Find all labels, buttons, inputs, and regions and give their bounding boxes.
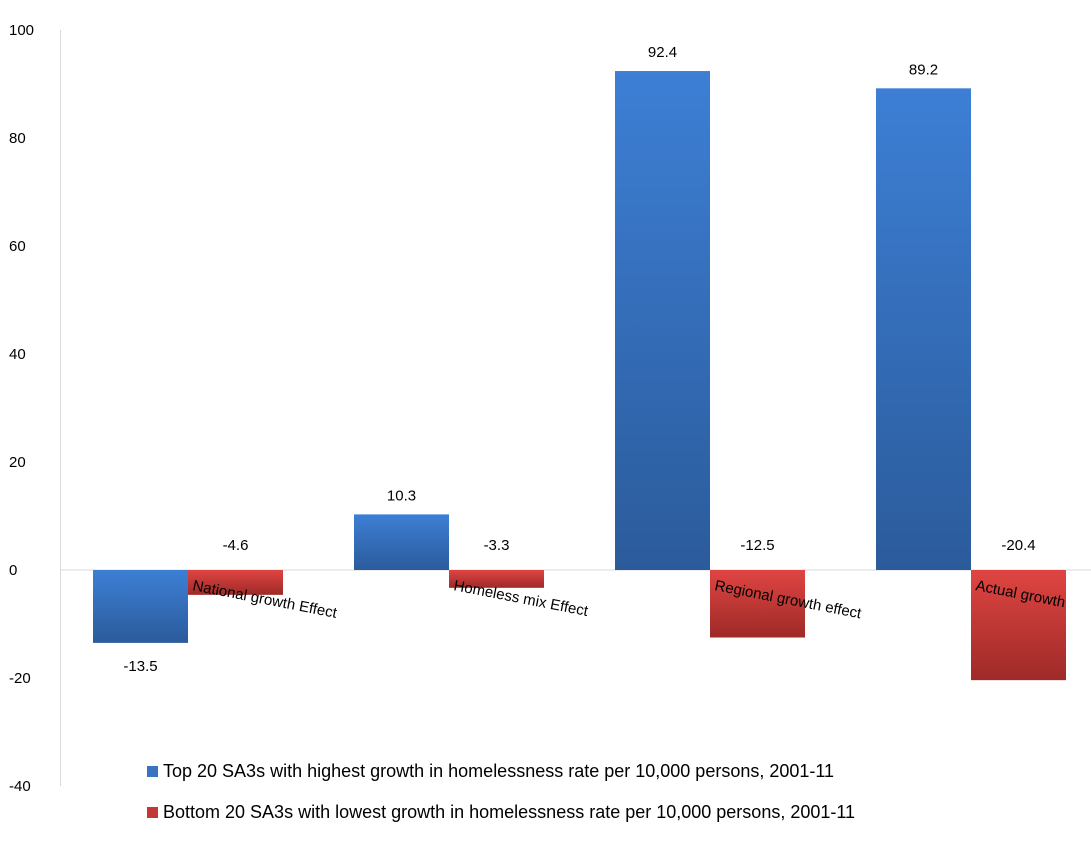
y-tick-label: 60 <box>9 238 26 255</box>
bar-top-20-0 <box>93 570 188 643</box>
legend-item-top-20: Top 20 SA3s with highest growth in homel… <box>147 758 855 784</box>
bar-bottom-20-1 <box>449 570 544 588</box>
bar-top-20-2 <box>615 71 710 570</box>
y-tick-label: -20 <box>9 670 31 687</box>
data-label-bottom-20-1: -3.3 <box>484 537 510 554</box>
y-tick-label: 0 <box>9 562 17 579</box>
bar-bottom-20-2 <box>710 570 805 638</box>
legend: Top 20 SA3s with highest growth in homel… <box>147 758 855 840</box>
data-label-top-20-0: -13.5 <box>123 658 157 675</box>
y-tick-label: 40 <box>9 346 26 363</box>
legend-label-top-20: Top 20 SA3s with highest growth in homel… <box>163 760 835 781</box>
bar-top-20-3 <box>876 88 971 570</box>
data-label-top-20-3: 89.2 <box>909 61 938 78</box>
bar-top-20-1 <box>354 514 449 570</box>
bar-bottom-20-3 <box>971 570 1066 681</box>
data-label-bottom-20-3: -20.4 <box>1001 537 1035 554</box>
data-label-top-20-2: 92.4 <box>648 44 677 61</box>
category-labels: National growth Effect Homeless mix Effec… <box>191 577 1066 622</box>
data-label-bottom-20-2: -12.5 <box>740 537 774 554</box>
legend-swatch-bottom-20 <box>147 806 158 818</box>
legend-label-bottom-20: Bottom 20 SA3s with lowest growth in hom… <box>163 801 856 822</box>
y-tick-label: 20 <box>9 454 26 471</box>
y-tick-label: 80 <box>9 130 26 147</box>
legend-item-bottom-20: Bottom 20 SA3s with lowest growth in hom… <box>147 799 855 825</box>
legend-swatch-top-20 <box>147 765 158 777</box>
y-tick-label: 100 <box>9 22 34 39</box>
y-tick-label: -40 <box>9 778 31 795</box>
data-label-bottom-20-0: -4.6 <box>223 537 249 554</box>
data-label-top-20-1: 10.3 <box>387 487 416 504</box>
bar-bottom-20-0 <box>188 570 283 595</box>
bars <box>93 71 1066 681</box>
data-labels: -13.5 -4.6 10.3 -3.3 92.4 -12.5 89.2 -20.4 <box>123 44 1035 675</box>
